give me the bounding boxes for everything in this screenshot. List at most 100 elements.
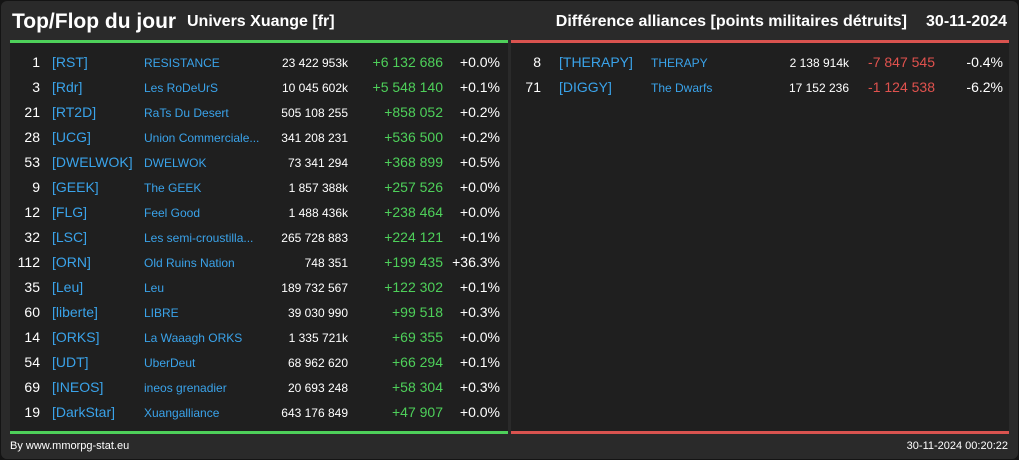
alliance-tag-link[interactable]: [RT2D] [52, 104, 97, 120]
points-cell: 189 732 567 [281, 281, 348, 295]
rank-cell: 3 [32, 79, 40, 95]
percent-cell: +36.3% [452, 254, 500, 270]
points-cell: 1 857 388k [288, 181, 348, 195]
points-cell: 265 728 883 [281, 231, 348, 245]
diff-cell: +257 526 [384, 179, 443, 195]
diff-cell: +99 518 [392, 304, 443, 320]
alliance-name-link[interactable]: Les semi-croustilla... [144, 231, 254, 245]
points-cell: 17 152 236 [788, 81, 849, 95]
rank-cell: 54 [24, 354, 40, 370]
table-row: 53 [DWELWOK] DWELWOK 73 341 294 +368 899 +0.5… [10, 151, 508, 176]
diff-cell: +47 907 [392, 404, 443, 420]
points-cell: 505 108 255 [281, 106, 348, 120]
percent-cell: +0.0% [459, 404, 500, 420]
source-credit: By www.mmorpg-stat.eu [10, 440, 130, 452]
points-cell: 1 335 721k [288, 331, 348, 345]
table-row: 28 [UCG] Union Commerciale... 341 208 231 +5… [10, 126, 508, 151]
alliance-name-link[interactable]: UberDeut [144, 356, 196, 370]
rank-cell: 69 [24, 379, 40, 395]
percent-cell: +0.0% [459, 179, 500, 195]
flop-panel: 8 [THERAPY] THERAPY 2 138 914k -7 847 545 -0.… [511, 40, 1009, 434]
rank-cell: 14 [24, 329, 40, 345]
points-cell: 2 138 914k [789, 56, 849, 70]
points-cell: 73 341 294 [287, 156, 348, 170]
diff-cell: +66 294 [392, 354, 443, 370]
top-panel: 1 [RST] RESISTANCE 23 422 953k +6 132 686 +0.… [10, 40, 508, 434]
diff-cell: +536 500 [384, 129, 443, 145]
footer-timestamp: 30-11-2024 00:20:22 [906, 440, 1008, 452]
rank-cell: 8 [533, 54, 541, 70]
points-cell: 10 045 602k [281, 81, 348, 95]
rank-cell: 35 [24, 279, 40, 295]
percent-cell: -0.4% [966, 54, 1003, 70]
points-cell: 39 030 990 [287, 306, 348, 320]
rank-cell: 53 [24, 154, 40, 170]
diff-cell: +238 464 [384, 204, 443, 220]
alliance-name-link[interactable]: LIBRE [144, 306, 179, 320]
header-date: 30-11-2024 [926, 13, 1007, 30]
alliance-tag-link[interactable]: [DarkStar] [52, 404, 116, 420]
table-row: 54 [UDT] UberDeut 68 962 620 +66 294 +0.1% [10, 351, 508, 376]
table-row: 3 [Rdr] Les RoDeUrS 10 045 602k +5 548 140 +0… [10, 76, 508, 101]
alliance-name-link[interactable]: DWELWOK [144, 156, 207, 170]
alliance-name-link[interactable]: Leu [144, 281, 165, 295]
alliance-name-link[interactable]: The Dwarfs [651, 81, 713, 95]
alliance-name-link[interactable]: RaTs Du Desert [144, 106, 229, 120]
alliance-name-link[interactable]: The GEEK [144, 181, 202, 195]
table-row: 8 [THERAPY] THERAPY 2 138 914k -7 847 545 -0.… [511, 51, 1009, 76]
alliance-name-link[interactable]: RESISTANCE [144, 56, 220, 70]
rank-cell: 9 [32, 179, 40, 195]
rank-cell: 28 [24, 129, 40, 145]
percent-cell: +0.2% [459, 129, 500, 145]
alliance-tag-link[interactable]: [ORN] [52, 254, 91, 270]
diff-cell: +5 548 140 [372, 79, 443, 95]
diff-cell: +199 435 [384, 254, 443, 270]
alliance-tag-link[interactable]: [THERAPY] [559, 54, 633, 70]
table-row: 14 [ORKS] La Waaagh ORKS 1 335 721k +69 355 +… [10, 326, 508, 351]
table-row: 12 [FLG] Feel Good 1 488 436k +238 464 +0.0% [10, 201, 508, 226]
alliance-tag-link[interactable]: [INEOS] [52, 379, 104, 395]
alliance-tag-link[interactable]: [Leu] [52, 279, 84, 295]
alliance-tag-link[interactable]: [DWELWOK] [52, 154, 133, 170]
percent-cell: -6.2% [966, 79, 1003, 95]
diff-cell: +368 899 [384, 154, 443, 170]
diff-cell: -1 124 538 [868, 79, 935, 95]
percent-cell: +0.2% [459, 104, 500, 120]
alliance-name-link[interactable]: Xuangalliance [144, 406, 220, 420]
diff-cell: +858 052 [384, 104, 443, 120]
diff-cell: +122 302 [384, 279, 443, 295]
table-row: 69 [INEOS] ineos grenadier 20 693 248 +58 30… [10, 376, 508, 401]
alliance-tag-link[interactable]: [liberte] [52, 304, 98, 320]
points-cell: 20 693 248 [287, 381, 348, 395]
table-row: 71 [DIGGY] The Dwarfs 17 152 236 -1 124 538 -… [511, 76, 1009, 101]
alliance-tag-link[interactable]: [Rdr] [52, 79, 83, 95]
table-row: 60 [liberte] LIBRE 39 030 990 +99 518 +0.3% [10, 301, 508, 326]
alliance-tag-link[interactable]: [ORKS] [52, 329, 100, 345]
diff-cell: +58 304 [392, 379, 443, 395]
rank-cell: 12 [24, 204, 40, 220]
alliance-name-link[interactable]: Les RoDeUrS [144, 81, 219, 95]
alliance-name-link[interactable]: Old Ruins Nation [144, 256, 235, 270]
percent-cell: +0.3% [459, 304, 500, 320]
table-row: 112 [ORN] Old Ruins Nation 748 351 +199 435 +… [10, 251, 508, 276]
alliance-name-link[interactable]: THERAPY [651, 56, 708, 70]
points-cell: 23 422 953k [281, 56, 348, 70]
alliance-name-link[interactable]: La Waaagh ORKS [144, 331, 243, 345]
alliance-name-link[interactable]: Feel Good [144, 206, 201, 220]
alliance-tag-link[interactable]: [LSC] [52, 229, 88, 245]
rank-cell: 60 [24, 304, 40, 320]
metric-label: Différence alliances [points militaires … [555, 13, 907, 30]
alliance-name-link[interactable]: Union Commerciale... [144, 131, 260, 145]
alliance-name-link[interactable]: ineos grenadier [144, 381, 227, 395]
alliance-tag-link[interactable]: [UCG] [52, 129, 91, 145]
diff-cell: +6 132 686 [372, 54, 443, 70]
rank-cell: 32 [24, 229, 40, 245]
percent-cell: +0.3% [459, 379, 500, 395]
alliance-tag-link[interactable]: [UDT] [52, 354, 89, 370]
points-cell: 68 962 620 [287, 356, 348, 370]
points-cell: 748 351 [304, 256, 348, 270]
alliance-tag-link[interactable]: [DIGGY] [559, 79, 612, 95]
alliance-tag-link[interactable]: [RST] [52, 54, 88, 70]
alliance-tag-link[interactable]: [FLG] [52, 204, 88, 220]
alliance-tag-link[interactable]: [GEEK] [52, 179, 99, 195]
